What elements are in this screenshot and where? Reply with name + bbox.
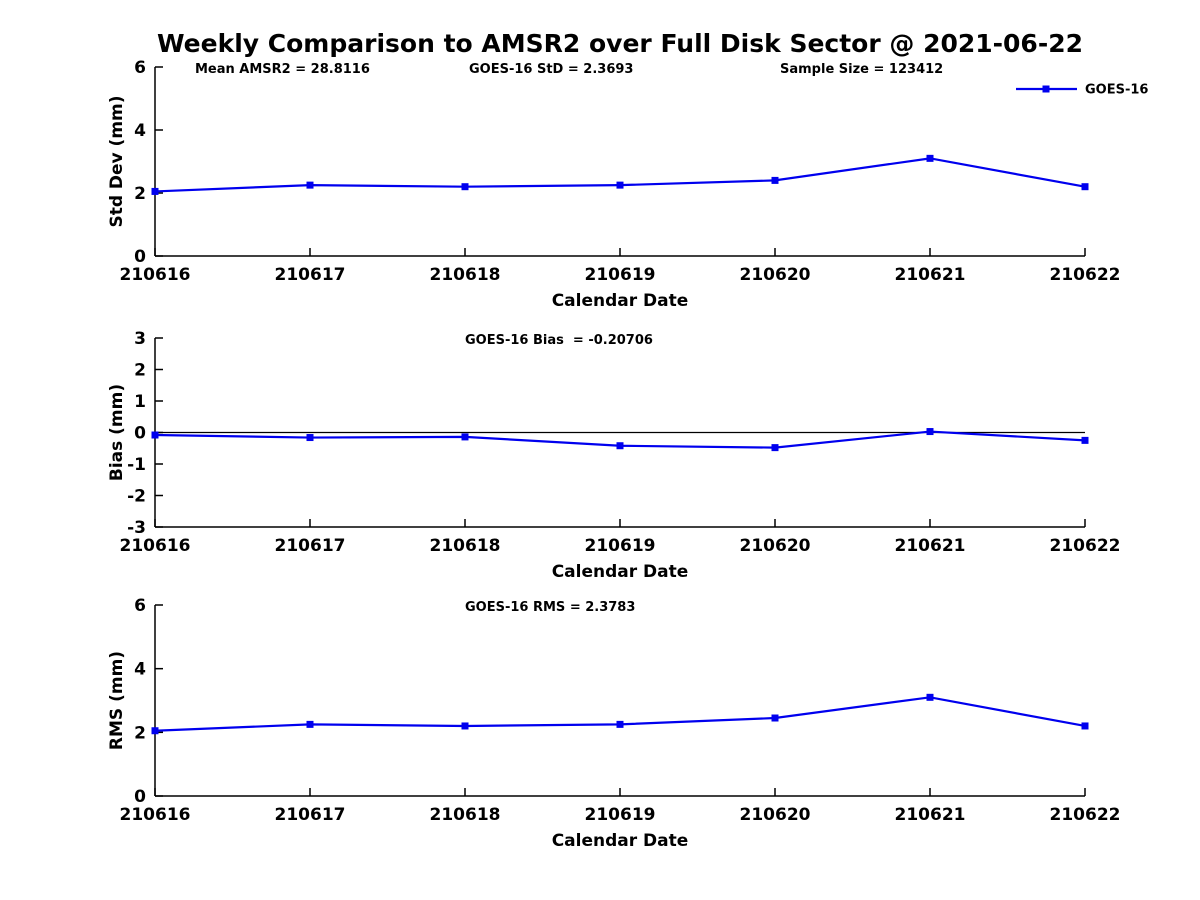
x-tick-label: 210622 <box>1050 536 1121 556</box>
y-axis-label: RMS (mm) <box>107 651 127 750</box>
y-tick-label: 2 <box>134 723 146 743</box>
data-point-marker <box>926 693 934 701</box>
y-axis-label: Std Dev (mm) <box>107 95 127 227</box>
x-tick-label: 210619 <box>585 805 656 825</box>
data-point-marker <box>306 181 314 189</box>
x-tick-label: 210621 <box>895 536 966 556</box>
series-markers-goes-16 <box>151 693 1089 735</box>
y-tick-label: -3 <box>127 518 146 538</box>
data-point-marker <box>306 434 314 442</box>
data-point-marker <box>771 176 779 184</box>
x-tick-label: 210619 <box>585 265 656 285</box>
data-point-marker <box>461 433 469 441</box>
x-tick-label: 210617 <box>275 265 346 285</box>
legend-label: GOES-16 <box>1085 83 1148 98</box>
y-tick-label: 0 <box>134 787 146 807</box>
x-tick-label: 210619 <box>585 536 656 556</box>
y-tick-label: 0 <box>134 424 146 444</box>
y-tick-label: 6 <box>134 58 146 78</box>
x-tick-label: 210616 <box>120 536 191 556</box>
x-tick-label: 210618 <box>430 265 501 285</box>
x-tick-label: 210616 <box>120 265 191 285</box>
data-point-marker <box>616 181 624 189</box>
x-tick-label: 210618 <box>430 805 501 825</box>
data-point-marker <box>151 431 159 439</box>
x-tick-label: 210622 <box>1050 805 1121 825</box>
x-tick-label: 210617 <box>275 536 346 556</box>
data-point-marker <box>306 720 314 728</box>
series-markers-goes-16 <box>151 154 1089 195</box>
y-tick-label: 3 <box>134 329 146 349</box>
stat-annotation: GOES-16 RMS = 2.3783 <box>465 600 635 615</box>
data-point-marker <box>771 714 779 722</box>
data-point-marker <box>151 187 159 195</box>
y-tick-label: 2 <box>134 184 146 204</box>
data-point-marker <box>771 444 779 452</box>
data-point-marker <box>151 727 159 735</box>
y-tick-label: 4 <box>134 660 146 680</box>
data-point-marker <box>1081 436 1089 444</box>
data-point-marker <box>926 154 934 162</box>
subplot-bias: GOES-16 Bias = -0.20706 -3 -2 -1 0 1 2 3 210616 2… <box>107 329 1120 582</box>
y-tick-label: 6 <box>134 596 146 616</box>
subplot-std-dev: Mean AMSR2 = 28.8116 GOES-16 StD = 2.3693… <box>107 58 1148 311</box>
data-point-marker <box>1081 183 1089 191</box>
x-axis-label: Calendar Date <box>552 291 689 311</box>
data-point-marker <box>616 720 624 728</box>
stat-annotation: GOES-16 StD = 2.3693 <box>469 62 633 77</box>
data-point-marker <box>616 442 624 450</box>
x-tick-label: 210622 <box>1050 265 1121 285</box>
stat-annotation: GOES-16 Bias = -0.20706 <box>465 333 653 348</box>
x-tick-label: 210620 <box>740 536 811 556</box>
y-tick-label: 1 <box>134 392 146 412</box>
y-tick-label: 0 <box>134 247 146 267</box>
chart-title: Weekly Comparison to AMSR2 over Full Dis… <box>157 29 1083 58</box>
data-point-marker <box>461 722 469 730</box>
legend: GOES-16 <box>1016 83 1148 98</box>
data-point-marker <box>1081 722 1089 730</box>
y-tick-label: -2 <box>127 487 146 507</box>
x-tick-label: 210620 <box>740 265 811 285</box>
x-tick-label: 210616 <box>120 805 191 825</box>
series-markers-goes-16 <box>151 428 1089 452</box>
x-tick-label: 210621 <box>895 265 966 285</box>
y-tick-label: 2 <box>134 361 146 381</box>
x-tick-label: 210620 <box>740 805 811 825</box>
stat-annotation: Mean AMSR2 = 28.8116 <box>195 62 370 77</box>
x-tick-label: 210617 <box>275 805 346 825</box>
x-axis-label: Calendar Date <box>552 562 689 582</box>
x-tick-label: 210618 <box>430 536 501 556</box>
y-tick-label: 4 <box>134 121 146 141</box>
subplots-group: Mean AMSR2 = 28.8116 GOES-16 StD = 2.3693… <box>107 58 1148 851</box>
x-axis-label: Calendar Date <box>552 831 689 851</box>
stat-annotation: Sample Size = 123412 <box>780 62 943 77</box>
y-tick-label: -1 <box>127 455 146 475</box>
legend-marker-sample <box>1042 85 1050 93</box>
subplot-rms: GOES-16 RMS = 2.3783 0 2 4 6 210616 210617 2106… <box>107 596 1120 851</box>
data-point-marker <box>926 428 934 436</box>
x-tick-label: 210621 <box>895 805 966 825</box>
data-point-marker <box>461 183 469 191</box>
y-axis-label: Bias (mm) <box>107 384 127 481</box>
